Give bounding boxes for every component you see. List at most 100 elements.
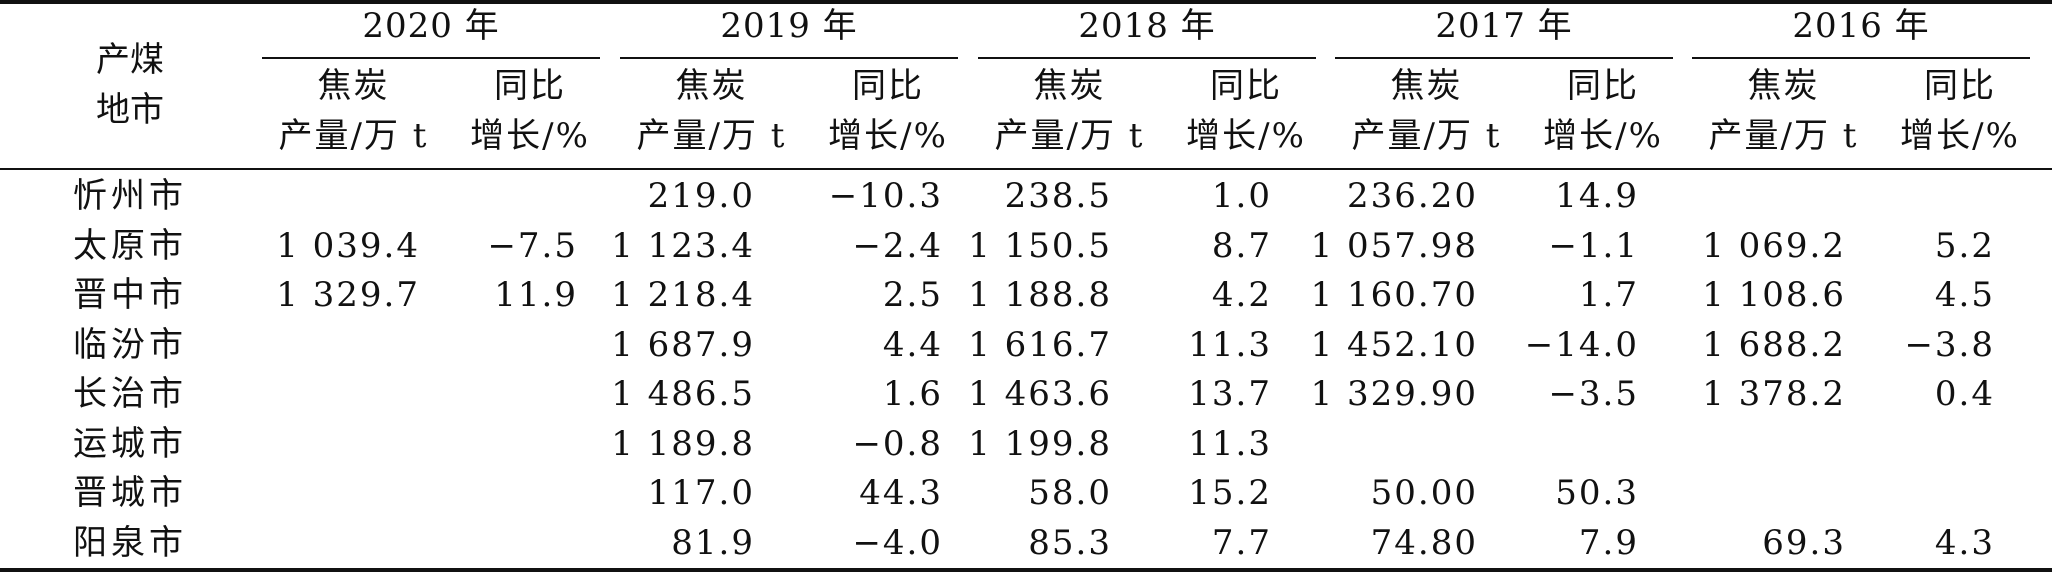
coke-production-cell: 1 616.7 [968, 324, 1112, 365]
coke-production-cell: 1 329.90 [1310, 374, 1478, 414]
coke-production-cell: 85.3 [1028, 522, 1112, 563]
growth-header-line-2: 增长/% [1543, 116, 1663, 156]
coke-production-cell: 1 057.98 [1310, 225, 1478, 266]
growth-cell: −2.4 [852, 225, 943, 266]
coke-production-cell: 1 188.8 [968, 275, 1112, 315]
coke-production-cell: 1 218.4 [611, 275, 755, 315]
growth-cell: 11.9 [494, 275, 578, 315]
coke-production-cell: 50.00 [1370, 473, 1478, 513]
growth-cell: 50.3 [1555, 473, 1639, 513]
coke-production-cell: 1 378.2 [1702, 374, 1846, 414]
coke-production-cell: 81.9 [671, 522, 755, 563]
growth-header-line-1: 同比 [852, 66, 924, 106]
coke-production-cell: 1 123.4 [611, 225, 755, 266]
coke-production-cell: 1 486.5 [611, 374, 755, 414]
coke-production-cell: 1 069.2 [1702, 225, 1846, 266]
year-header: 2016 年 [1792, 6, 1930, 46]
growth-cell: 0.4 [1934, 374, 1995, 414]
year-group-rule [620, 57, 958, 59]
city-name: 忻州市 [73, 176, 187, 216]
growth-cell: −3.8 [1904, 324, 1995, 365]
growth-cell: −10.3 [828, 176, 943, 216]
year-header: 2018 年 [1078, 6, 1216, 46]
growth-cell: −1.1 [1548, 225, 1639, 266]
city-name: 临汾市 [73, 324, 187, 365]
growth-cell: 5.2 [1934, 225, 1995, 266]
growth-cell: 1.0 [1211, 176, 1272, 216]
city-name: 长治市 [73, 374, 187, 414]
growth-header-line-2: 增长/% [1900, 116, 2020, 156]
coke-production-cell: 1 687.9 [611, 324, 755, 365]
coke-production-cell: 1 329.7 [276, 275, 420, 315]
growth-cell: 15.2 [1188, 473, 1272, 513]
coke-production-cell: 238.5 [1004, 176, 1112, 216]
growth-cell: 4.2 [1211, 275, 1272, 315]
coke-production-cell: 1 463.6 [968, 374, 1112, 414]
coke-production-cell: 74.80 [1370, 522, 1478, 563]
growth-cell: 14.9 [1555, 176, 1639, 216]
coke-header-line-2: 产量/万 t [278, 116, 429, 156]
coke-header-line-2: 产量/万 t [1708, 116, 1859, 156]
growth-cell: 1.6 [882, 374, 943, 414]
corner-header-line-1: 产煤 [96, 40, 164, 80]
coke-header-line-1: 焦炭 [1390, 66, 1463, 106]
growth-cell: 7.7 [1211, 522, 1272, 563]
year-header: 2020 年 [362, 6, 500, 46]
growth-cell: −4.0 [852, 522, 943, 563]
year-group-rule [978, 57, 1316, 59]
growth-cell: 4.4 [882, 324, 943, 365]
growth-cell: −14.0 [1524, 324, 1639, 365]
corner-header-line-2: 地市 [96, 90, 164, 130]
growth-header-line-1: 同比 [1924, 66, 1996, 106]
top-rule [0, 0, 2052, 4]
growth-cell: 11.3 [1188, 324, 1272, 365]
year-group-rule [1692, 57, 2030, 59]
coke-production-cell: 1 108.6 [1702, 275, 1846, 315]
header-rule [0, 168, 2052, 170]
growth-cell: 8.7 [1211, 225, 1272, 266]
city-name: 阳泉市 [73, 522, 187, 563]
coke-production-cell: 1 039.4 [276, 225, 420, 266]
coke-header-line-1: 焦炭 [675, 66, 748, 106]
coke-production-cell: 1 160.70 [1310, 275, 1478, 315]
coke-production-cell: 1 189.8 [611, 423, 755, 464]
growth-cell: −0.8 [852, 423, 943, 464]
coke-production-cell: 219.0 [647, 176, 755, 216]
city-name: 晋城市 [73, 473, 187, 513]
growth-cell: 44.3 [859, 473, 943, 513]
year-group-rule [1335, 57, 1673, 59]
city-name: 太原市 [73, 225, 187, 266]
bottom-rule [0, 568, 2052, 572]
coke-production-cell: 236.20 [1347, 176, 1478, 216]
growth-header-line-1: 同比 [1567, 66, 1639, 106]
coke-header-line-1: 焦炭 [317, 66, 390, 106]
coke-header-line-1: 焦炭 [1033, 66, 1106, 106]
coke-header-line-2: 产量/万 t [636, 116, 787, 156]
growth-cell: 2.5 [882, 275, 943, 315]
city-name: 运城市 [73, 423, 187, 464]
year-header: 2017 年 [1435, 6, 1573, 46]
coke-production-cell: 58.0 [1028, 473, 1112, 513]
coke-production-cell: 1 688.2 [1702, 324, 1846, 365]
coke-header-line-2: 产量/万 t [994, 116, 1145, 156]
growth-header-line-2: 增长/% [828, 116, 948, 156]
coke-production-cell: 117.0 [647, 473, 755, 513]
growth-cell: 1.7 [1578, 275, 1639, 315]
growth-header-line-2: 增长/% [1186, 116, 1306, 156]
year-header: 2019 年 [720, 6, 858, 46]
growth-header-line-2: 增长/% [470, 116, 590, 156]
coke-header-line-2: 产量/万 t [1351, 116, 1502, 156]
coke-production-cell: 1 199.8 [968, 423, 1112, 464]
coke-production-cell: 69.3 [1762, 522, 1846, 563]
growth-cell: 11.3 [1188, 423, 1272, 464]
growth-header-line-1: 同比 [1210, 66, 1282, 106]
growth-cell: −3.5 [1548, 374, 1639, 414]
growth-cell: −7.5 [487, 225, 578, 266]
year-group-rule [262, 57, 600, 59]
growth-cell: 7.9 [1578, 522, 1639, 563]
coke-header-line-1: 焦炭 [1747, 66, 1820, 106]
growth-header-line-1: 同比 [494, 66, 566, 106]
coke-production-cell: 1 150.5 [968, 225, 1112, 266]
growth-cell: 4.5 [1934, 275, 1995, 315]
